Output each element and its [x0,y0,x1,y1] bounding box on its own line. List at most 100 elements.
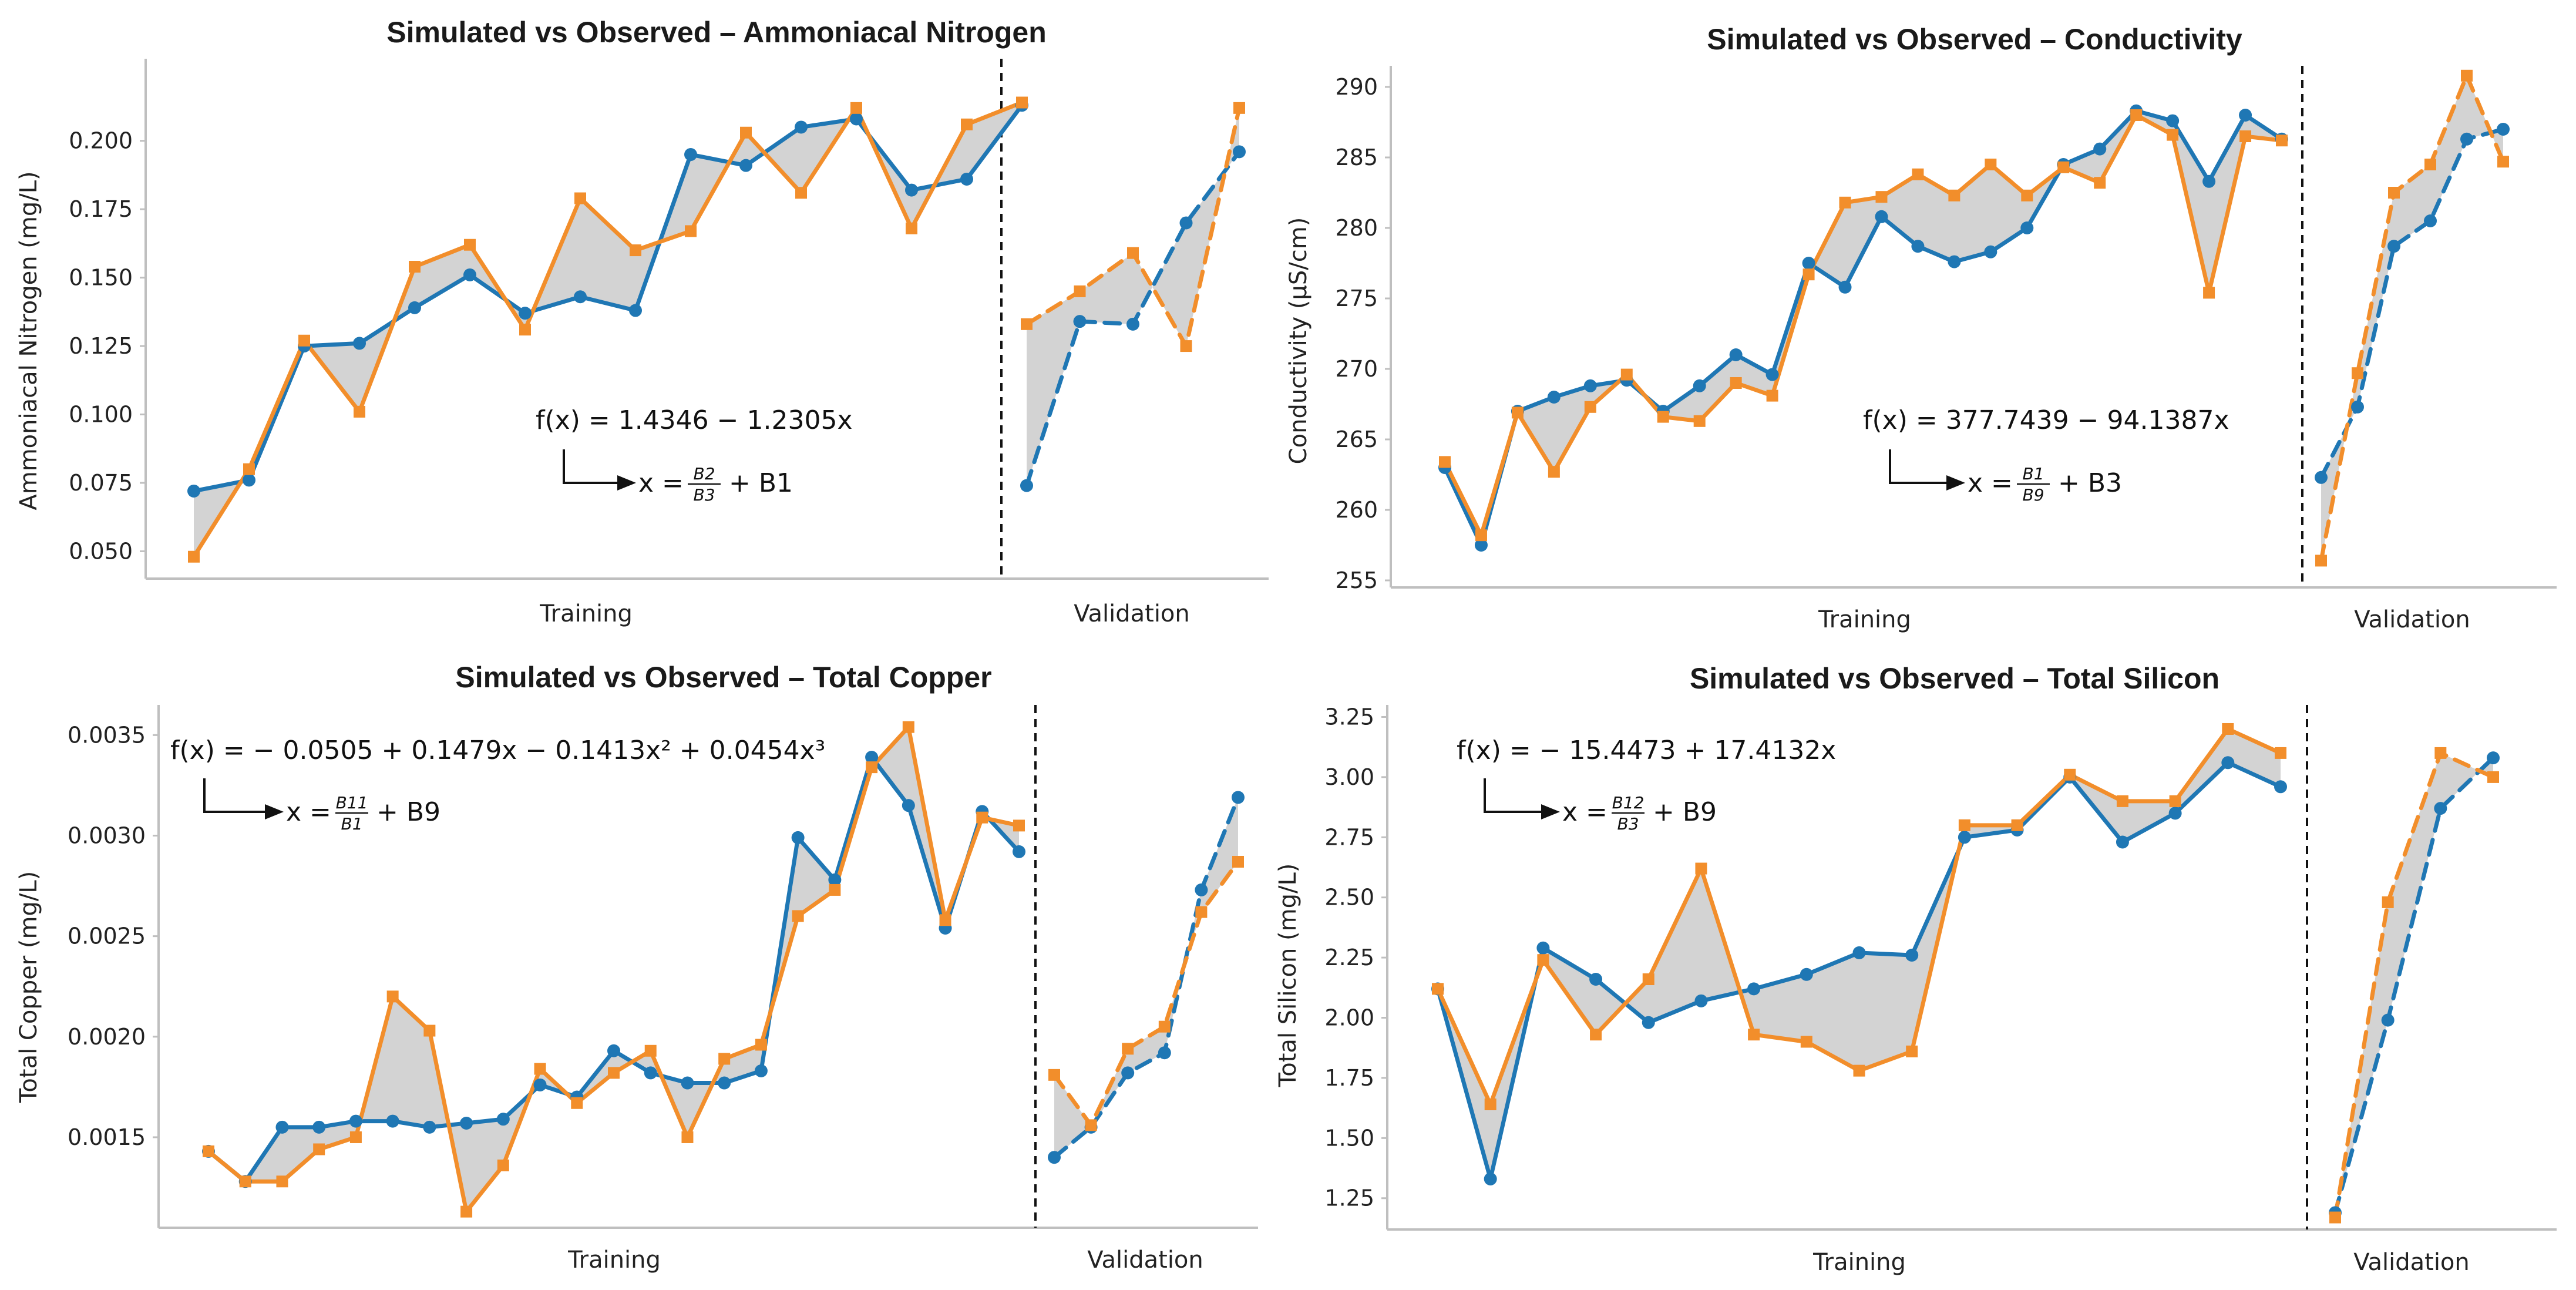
observed-train-point [1839,196,1851,209]
simulated-train-point [1800,968,1813,981]
observed-valid-point [1127,247,1139,259]
y-tick-label: 2.50 [1324,885,1374,911]
segment-label-validation: Validation [2353,1249,2470,1276]
observed-train-point [464,238,476,251]
observed-train-point [902,721,914,733]
simulated-train-point [644,1066,657,1080]
arrow-head-icon [617,475,636,491]
segment-label-training: Training [1812,1249,1906,1276]
observed-valid-point [2352,367,2363,379]
simulated-valid-point [2497,123,2510,136]
equation-numerator: B11 [336,793,368,812]
observed-train-point [423,1024,436,1037]
observed-train-point [1439,456,1451,468]
observed-train-point [1657,411,1669,423]
simulated-train-point [684,148,697,162]
simulated-valid-point [1126,317,1139,331]
observed-train-point [2222,723,2234,735]
simulated-train-point [791,831,805,844]
observed-train-point [2276,135,2288,147]
observed-train-point [1875,191,1888,203]
train-difference-area [208,727,1019,1212]
simulated-train-point [2166,114,2180,127]
y-tick-label: 3.00 [1324,764,1374,790]
observed-train-point [2011,819,2023,831]
simulated-valid-point [2387,240,2400,253]
simulated-train-point [275,1120,289,1134]
simulated-train-point [1589,972,1603,986]
panel-ammoniacal-nitrogen: Simulated vs Observed – Ammoniacal Nitro… [15,16,1269,627]
y-tick-label: 265 [1335,426,1378,452]
simulated-train-point [1875,210,1888,223]
observed-train-point [2275,747,2286,759]
y-tick-label: 280 [1335,215,1378,241]
y-tick-label: 1.75 [1324,1065,1374,1091]
equation-numerator: B1 [2022,464,2044,483]
panel-total-silicon: Simulated vs Observed – Total Silicon To… [1274,662,2557,1276]
simulated-train-point [1729,348,1743,361]
observed-valid-point [2434,747,2447,759]
observed-train-point [1013,819,1025,832]
y-axis-label: Total Copper (mg/L) [15,871,42,1103]
simulated-train-point [1013,845,1025,858]
observed-train-point [188,550,200,563]
observed-train-point [349,1131,362,1143]
panel-title: Simulated vs Observed – Total Copper [455,661,991,694]
simulated-train-point [533,1078,547,1091]
equation-numerator: B2 [693,464,715,483]
simulated-valid-point [1073,315,1087,328]
y-tick-label: 260 [1335,497,1378,523]
observed-train-point [1906,1045,1918,1057]
observed-train-point [1620,368,1633,381]
simulated-valid-point [1232,791,1245,804]
y-tick-label: 0.125 [69,333,133,359]
observed-valid-point [1232,856,1244,868]
equation-suffix: + B1 [729,468,793,498]
simulated-train-point [574,290,587,304]
segment-label-validation: Validation [1074,600,1190,627]
equation-substitution-prefix: x = [1968,468,2013,498]
equation-text: f(x) = 377.7439 − 94.1387x [1863,405,2229,435]
simulated-valid-point [1121,1066,1135,1080]
simulated-train-point [1547,391,1561,404]
equation-text: f(x) = − 15.4473 + 17.4132x [1457,735,1836,765]
simulated-train-point [353,337,366,350]
panel-total-copper: Simulated vs Observed – Total Copper Tot… [15,661,1258,1274]
observed-valid-point [2497,156,2509,168]
observed-train-point [2203,287,2215,299]
equation-denominator: B1 [341,814,362,834]
observed-train-point [1853,1064,1865,1077]
equation-substitution-prefix: x = [1562,797,1608,827]
equation-denominator: B3 [1617,814,1639,834]
simulated-train-point [1747,982,1761,996]
simulated-valid-point [1048,1151,1061,1164]
observed-train-point [1800,1036,1812,1048]
simulated-train-point [496,1113,510,1126]
observed-valid-point [1233,102,1245,114]
simulated-train-point [681,1076,694,1090]
equation-arrow [563,449,620,484]
simulated-train-point [1905,949,1919,962]
observed-valid-point [1085,1119,1097,1131]
valid-difference-area [1054,797,1238,1158]
equation-text: f(x) = − 0.0505 + 0.1479x − 0.1413x² + 0… [170,735,825,765]
observed-train-point [243,463,255,475]
simulated-train-point [754,1064,768,1077]
observed-train-point [1537,954,1549,966]
simulated-train-point [2274,780,2287,794]
simulated-train-point [850,112,863,126]
y-tick-label: 0.0015 [68,1124,146,1150]
observed-train-point [718,1053,731,1065]
observed-train-point [939,914,951,926]
equation-numerator: B12 [1612,793,1645,812]
simulated-train-point [905,183,918,197]
simulated-valid-line [2333,755,2496,1215]
y-tick-label: 3.25 [1324,704,1374,730]
panel-title: Simulated vs Observed – Conductivity [1707,23,2242,56]
simulated-train-point [1958,831,1971,844]
observed-valid-point [1195,906,1208,918]
arrow-head-icon [265,804,284,819]
simulated-train-point [718,1076,731,1090]
equation-suffix: + B9 [1653,797,1717,827]
equation-arrow [1484,778,1543,813]
